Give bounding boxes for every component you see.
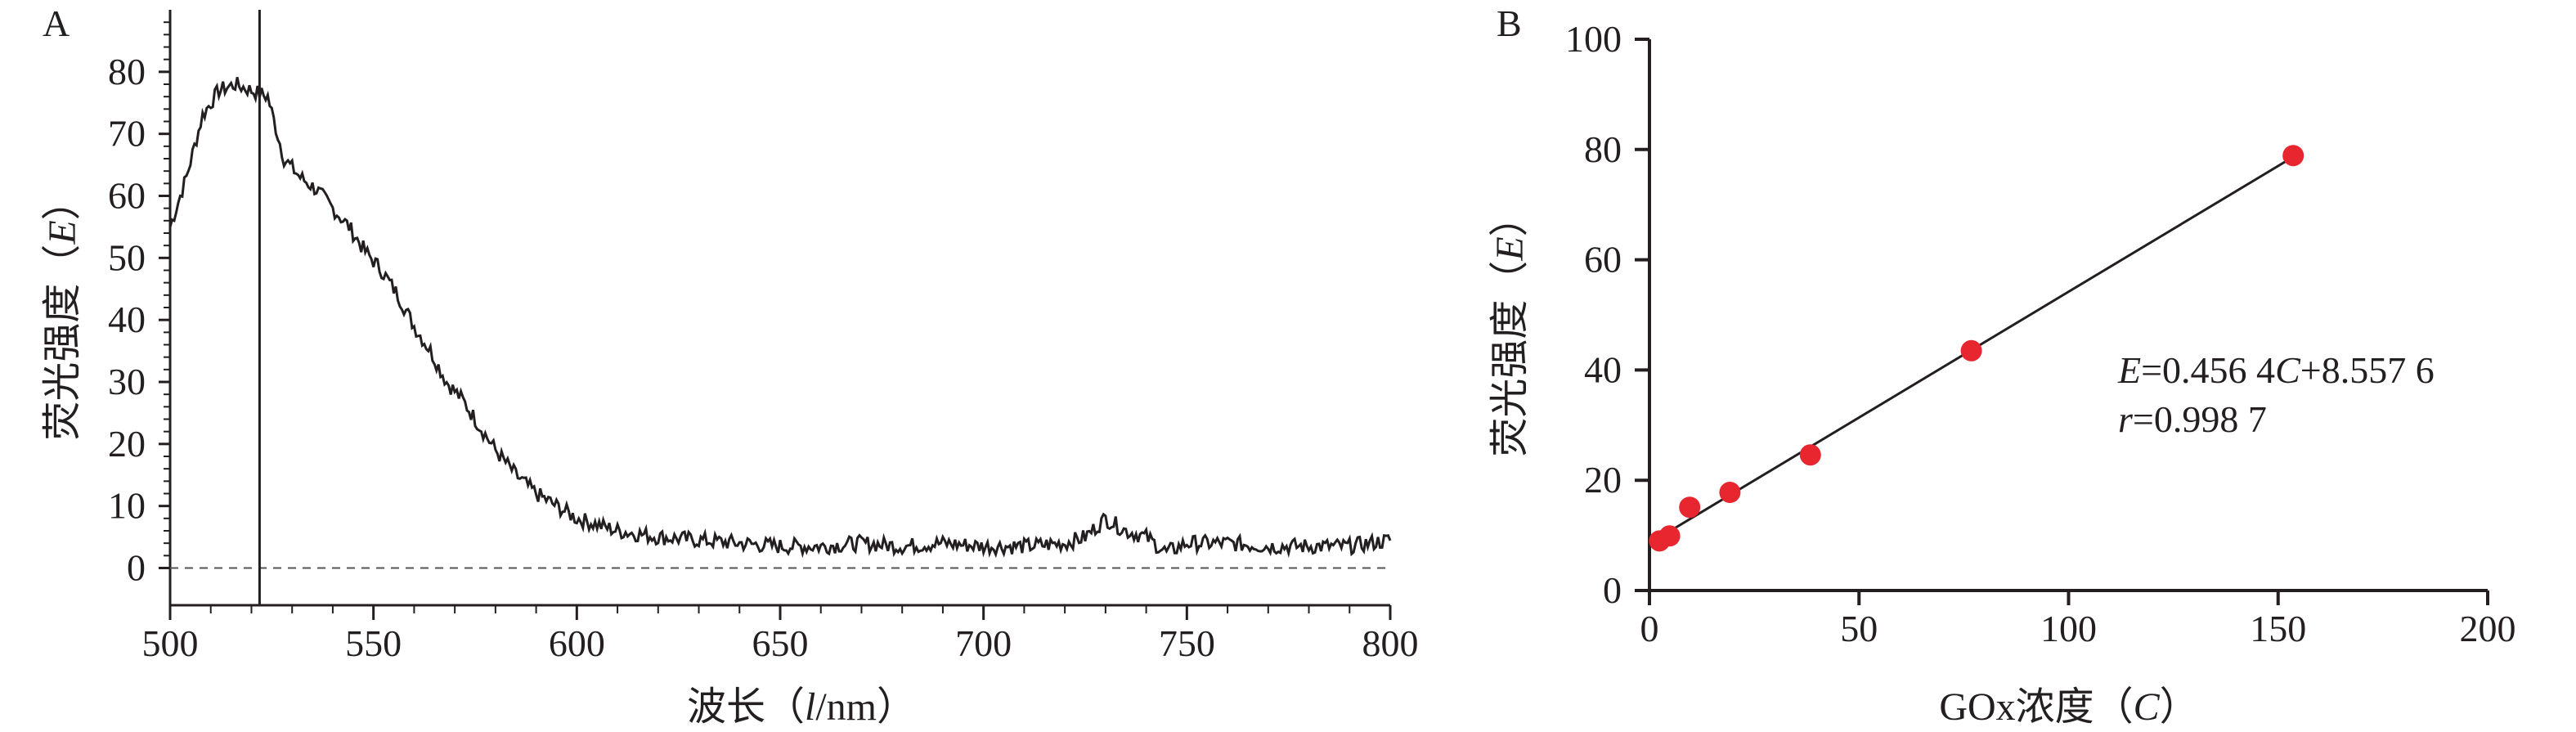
- panel-b-data-point: [1799, 444, 1821, 466]
- panel-b-x-axis-title: GOx浓度（C）: [1939, 685, 2198, 729]
- panel-a-y-axis-title: 荧光强度（E）: [41, 181, 84, 440]
- panel-a-y-tick-label: 70: [108, 113, 146, 155]
- panel-a-x-tick-label: 800: [1362, 622, 1419, 664]
- panel-a-x-tick-label: 650: [752, 622, 809, 664]
- panel-b-label: B: [1497, 2, 1522, 44]
- panel-b-y-tick-label: 100: [1565, 18, 1622, 60]
- correlation-coefficient: r=0.998 7: [2118, 398, 2267, 440]
- panel-a-x-tick-label: 550: [345, 622, 402, 664]
- panel-a-ticks: 500 550 600 650 700 750 800 0 10 20 30 40 50 60 70 80: [108, 21, 1419, 664]
- panel-a-y-tick-label: 40: [108, 299, 146, 340]
- panel-b-x-tick-label: 0: [1640, 608, 1659, 649]
- panel-b-data-point: [1960, 339, 1982, 362]
- panel-b-data-point: [1679, 496, 1701, 519]
- panel-a-y-tick-label: 60: [108, 175, 146, 217]
- panel-b-x-tick-label: 50: [1840, 608, 1878, 649]
- panel-a-x-axis-title: 波长（l/nm）: [687, 685, 916, 729]
- panel-b-data-point: [1658, 525, 1681, 547]
- panel-a-y-tick-label: 50: [108, 236, 146, 278]
- panel-b-y-tick-label: 20: [1584, 459, 1622, 501]
- panel-b-y-tick-label: 80: [1584, 128, 1622, 170]
- panel-b-data-point: [2282, 145, 2304, 167]
- panel-b-y-tick-label: 60: [1584, 239, 1622, 281]
- panel-b-y-tick-label: 0: [1603, 569, 1622, 611]
- panel-b-y-tick-label: 40: [1584, 348, 1622, 390]
- panel-a-spectrum-line: [168, 77, 1392, 559]
- regression-equation: E=0.456 4C+8.557 6: [2117, 349, 2435, 391]
- panel-b-y-axis-title: 荧光强度（E）: [1488, 197, 1532, 456]
- panel-a-x-tick-label: 750: [1159, 622, 1215, 664]
- panel-b-points: [1649, 145, 2304, 552]
- panel-a-x-tick-label: 600: [549, 622, 605, 664]
- panel-a-y-tick-label: 0: [127, 547, 146, 589]
- panel-b-ticks: 0 50 100 150 200 0 20 40 60 80 100: [1565, 18, 2516, 649]
- panel-a-x-tick-label: 500: [142, 622, 199, 664]
- panel-b-x-tick-label: 100: [2040, 608, 2097, 649]
- panel-a-y-tick-label: 20: [108, 423, 146, 465]
- panel-b-data-point: [1719, 482, 1741, 504]
- panel-a-x-tick-label: 700: [955, 622, 1012, 664]
- panel-a-label: A: [43, 2, 70, 44]
- panel-a-y-tick-label: 30: [108, 361, 146, 402]
- panel-b-x-tick-label: 200: [2460, 608, 2516, 649]
- panel-a-y-tick-label: 10: [108, 485, 146, 527]
- panel-a: A 500 550 600 650 700 750 800 0 10 20 30 40 50 60 70 80…: [41, 2, 1419, 729]
- panel-a-y-tick-label: 80: [108, 51, 146, 92]
- panel-b: B 0 50 100 150 200 0 20 40 60 80 100 E=0.456 4C+8.…: [1488, 2, 2516, 729]
- panel-b-x-tick-label: 150: [2250, 608, 2306, 649]
